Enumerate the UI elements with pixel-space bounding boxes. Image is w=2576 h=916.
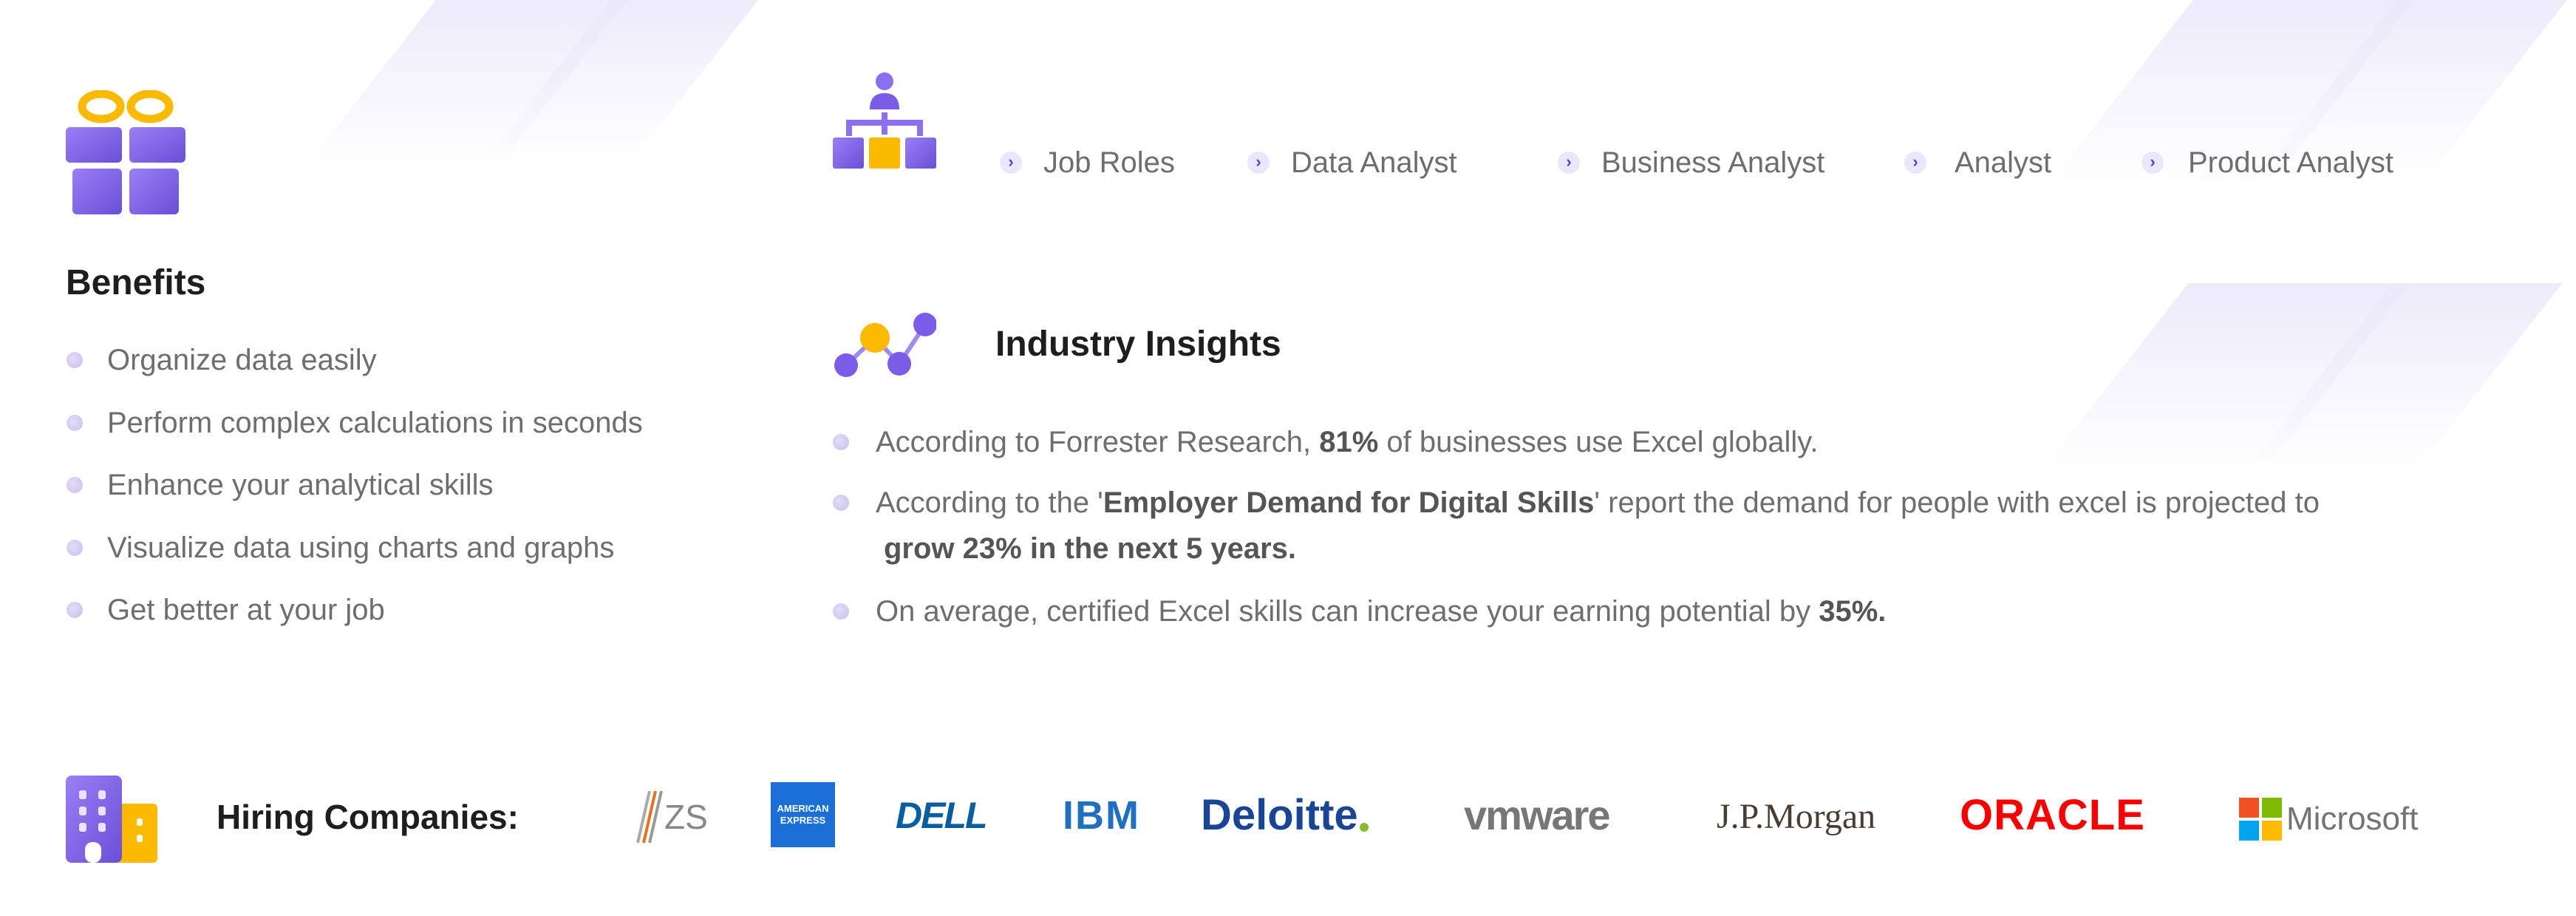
benefits-title: Benefits <box>66 263 206 302</box>
gift-icon <box>66 90 185 214</box>
bullet-dot <box>67 477 83 493</box>
bullet-dot <box>833 495 849 511</box>
benefit-item: Visualize data using charts and graphs <box>107 531 615 564</box>
insight-item: According to the 'Employer Demand for Di… <box>876 486 2320 519</box>
chevron-right-icon: › <box>1000 152 1022 174</box>
chevron-right-icon: › <box>2141 152 2164 174</box>
logo-deloitte: Deloitte <box>1201 790 1369 840</box>
benefit-item: Get better at your job <box>107 594 385 626</box>
job-role-item[interactable]: Analyst <box>1955 146 2052 179</box>
job-role-item[interactable]: Product Analyst <box>2188 146 2393 179</box>
logo-zs: ZS <box>630 784 708 850</box>
bullet-dot <box>833 603 849 620</box>
bullet-dot <box>833 434 849 450</box>
insight-item: On average, certified Excel skills can i… <box>876 595 1887 628</box>
insights-title: Industry Insights <box>995 325 1281 364</box>
bullet-dot <box>67 414 83 431</box>
logo-jpmorgan: J.P.Morgan <box>1717 796 1876 836</box>
job-role-item[interactable]: Data Analyst <box>1291 146 1457 179</box>
network-nodes-icon <box>834 313 936 377</box>
hiring-label: Hiring Companies: <box>217 798 519 836</box>
logo-microsoft: Microsoft <box>2239 797 2418 841</box>
bullet-dot <box>67 602 83 618</box>
zs-mark-icon <box>636 790 663 844</box>
bullet-dot <box>67 352 83 368</box>
logo-ibm: IBM <box>1063 793 1140 838</box>
insight-item-continued: grow 23% in the next 5 years. <box>884 532 1296 565</box>
logo-vmware: vmware <box>1464 791 1611 838</box>
logo-american-express: AMERICAN EXPRESS <box>771 782 835 847</box>
deloitte-dot <box>1359 823 1369 832</box>
buildings-icon <box>66 776 157 863</box>
microsoft-windows-icon <box>2239 798 2282 841</box>
org-chart-icon <box>833 72 936 169</box>
job-role-item[interactable]: Business Analyst <box>1601 146 1825 179</box>
chevron-right-icon: › <box>1558 152 1580 174</box>
chevron-right-icon: › <box>1247 152 1270 174</box>
logo-oracle: ORACLE <box>1960 790 2145 839</box>
chevron-right-icon: › <box>1904 152 1926 174</box>
logo-dell: DELL <box>896 795 988 836</box>
insight-item: According to Forrester Research, 81% of … <box>876 426 1819 458</box>
benefit-item: Enhance your analytical skills <box>107 469 494 501</box>
bullet-dot <box>67 539 83 556</box>
benefit-item: Organize data easily <box>107 344 377 376</box>
benefit-item: Perform complex calculations in seconds <box>107 406 643 439</box>
job-role-item[interactable]: Job Roles <box>1043 146 1175 179</box>
